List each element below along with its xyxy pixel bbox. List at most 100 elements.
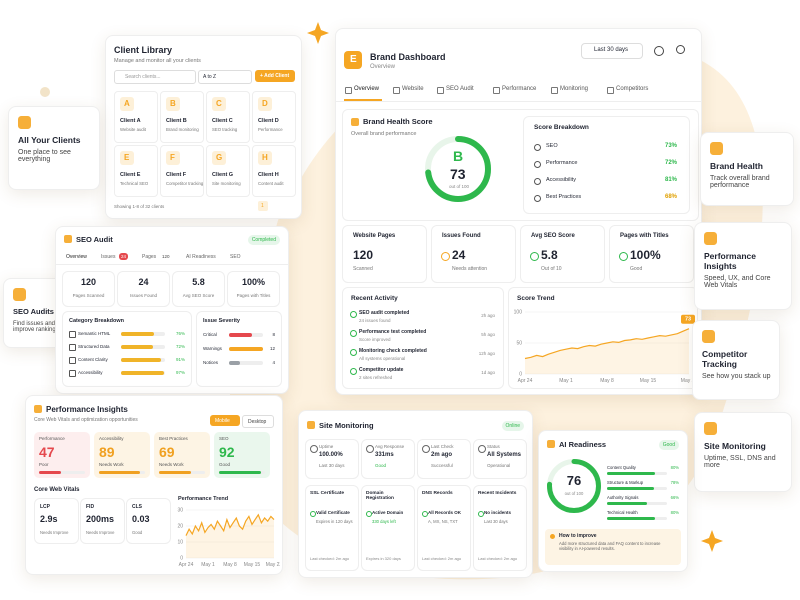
health-score: 73 — [450, 166, 466, 182]
category-icon — [69, 331, 76, 338]
category-icon — [69, 344, 76, 351]
activity-detail: 2 sites refreshed — [359, 375, 393, 380]
client-tile[interactable]: E Client E Technical SEO — [114, 145, 158, 197]
vital-card: LCP 2.9s Needs Improve — [34, 498, 79, 544]
callout-text: Speed, UX, and Core Web Vitals — [704, 275, 771, 289]
nav-tab[interactable]: Monitoring — [560, 86, 589, 92]
stat-icon — [366, 445, 374, 453]
nav-tab[interactable]: Overview — [354, 86, 380, 92]
sparkle — [701, 530, 723, 552]
seo-tab[interactable]: Pages — [142, 254, 157, 260]
client-tile[interactable]: H Client H Content audit — [252, 145, 296, 197]
search-box[interactable]: Search clients... — [114, 70, 196, 84]
score-status: Poor — [39, 462, 49, 467]
activity-time: 5h ago — [481, 332, 495, 337]
feature-callout: Site Monitoring Uptime, SSL, DNS and more — [694, 412, 792, 492]
bar — [121, 371, 164, 375]
ring-arc — [547, 459, 601, 513]
nav-tab[interactable]: SEO Audit — [446, 86, 474, 92]
score-ring — [547, 459, 601, 513]
seo-audit: SEO Audit Completed Overview Issues 24 Pages 1… — [55, 226, 289, 394]
nav-tab[interactable]: Website — [402, 86, 424, 92]
nav-tab[interactable]: Performance — [502, 86, 537, 92]
monitor-note: Last 30 days — [319, 463, 345, 468]
y-tick-label: 10 — [177, 539, 183, 545]
client-name: Client H — [258, 172, 279, 178]
seo-tab[interactable]: Overview — [66, 254, 87, 260]
client-avatar — [258, 97, 272, 111]
settings-icon — [654, 46, 664, 56]
category-label: Accessibility — [78, 370, 103, 375]
bar-track — [229, 361, 263, 365]
bar — [121, 332, 155, 336]
score-label: Best Practices — [159, 436, 188, 441]
client-tile[interactable]: C Client C SEO tracking — [206, 91, 250, 143]
score-label: Accessibility — [99, 436, 124, 441]
sort-select[interactable]: A to Z — [198, 70, 252, 84]
score-value: 47 — [39, 444, 55, 460]
client-letter: F — [170, 153, 175, 162]
ai-item-value: 80% — [670, 465, 679, 470]
tab-icon — [393, 87, 400, 94]
activity-title-text: SEO audit completed — [359, 310, 410, 316]
seo-tab[interactable]: AI Readiness — [186, 254, 216, 260]
client-description: Site monitoring — [212, 181, 241, 186]
seo-stat-value: 24 — [138, 277, 149, 287]
icon — [34, 405, 42, 413]
bar — [607, 502, 647, 505]
x-tick-label: May 8 — [600, 378, 614, 384]
trend-title: Score Trend — [517, 295, 555, 302]
check-detail: Last 30 days — [484, 519, 508, 524]
vital-card: FID 200ms Needs Improve — [80, 498, 125, 544]
client-letter: E — [124, 153, 130, 162]
add-client-button[interactable]: + Add Client — [255, 70, 295, 82]
bar — [229, 361, 241, 365]
seo-tab[interactable]: SEO — [230, 254, 241, 260]
y-tick-label: 50 — [516, 340, 522, 346]
stat-card: Avg SEO Score 5.8 Out of 10 — [520, 225, 605, 283]
category-value: 91% — [175, 357, 185, 362]
breakdown-value: 81% — [664, 177, 677, 183]
client-letter: A — [124, 99, 130, 108]
vital-name: FID — [86, 504, 95, 510]
stat-icon — [530, 252, 539, 261]
stat-card: Pages with Titles 100% Good — [609, 225, 694, 283]
client-avatar — [258, 151, 272, 165]
nav-tab[interactable]: Competitors — [616, 86, 649, 92]
client-tile[interactable]: A Client A Website audit — [114, 91, 158, 143]
client-tile[interactable]: G Client G Site monitoring — [206, 145, 250, 197]
seo-tab-count: 120 — [162, 254, 170, 259]
toggle-button[interactable]: Mobile — [210, 415, 240, 426]
page-button[interactable]: 1 — [258, 201, 268, 211]
bar — [39, 471, 61, 474]
item-icon — [534, 195, 541, 202]
seo-tab[interactable]: Issues — [101, 254, 116, 260]
toggle-button[interactable]: Desktop — [242, 415, 274, 428]
activity-detail: Score improved — [359, 337, 391, 342]
category-value: 72% — [175, 344, 185, 349]
bar — [219, 471, 262, 474]
ai-item-label: Technical Health — [607, 510, 638, 515]
client-tile[interactable]: D Client D Performance — [252, 91, 296, 143]
monitor-label: Avg Response — [375, 444, 405, 449]
health-panel: Brand Health Score Overall brand performa… — [342, 109, 699, 221]
ai-item-label: Content Quality — [607, 465, 636, 470]
trend-area — [186, 514, 274, 558]
breakdown-label: Accessibility — [546, 177, 576, 183]
category-label: Structured Data — [78, 344, 110, 349]
divider — [56, 264, 288, 265]
monitor-title: Site Monitoring — [319, 421, 374, 430]
ai-item-value: 66% — [670, 495, 679, 500]
icon — [547, 440, 555, 448]
client-tile[interactable]: F Client F Competitor tracking — [160, 145, 204, 197]
stat-value: 24 — [452, 248, 466, 262]
client-letter: H — [262, 153, 268, 162]
icon — [18, 116, 31, 129]
breakdown-value: 73% — [664, 143, 677, 149]
severity-value: 12 — [269, 346, 275, 351]
check-status: No incidents — [484, 510, 512, 515]
client-tile[interactable]: B Client B Brand monitoring — [160, 91, 204, 143]
ai-item-value: 80% — [670, 510, 679, 515]
date-range[interactable]: Last 30 days — [581, 43, 643, 59]
